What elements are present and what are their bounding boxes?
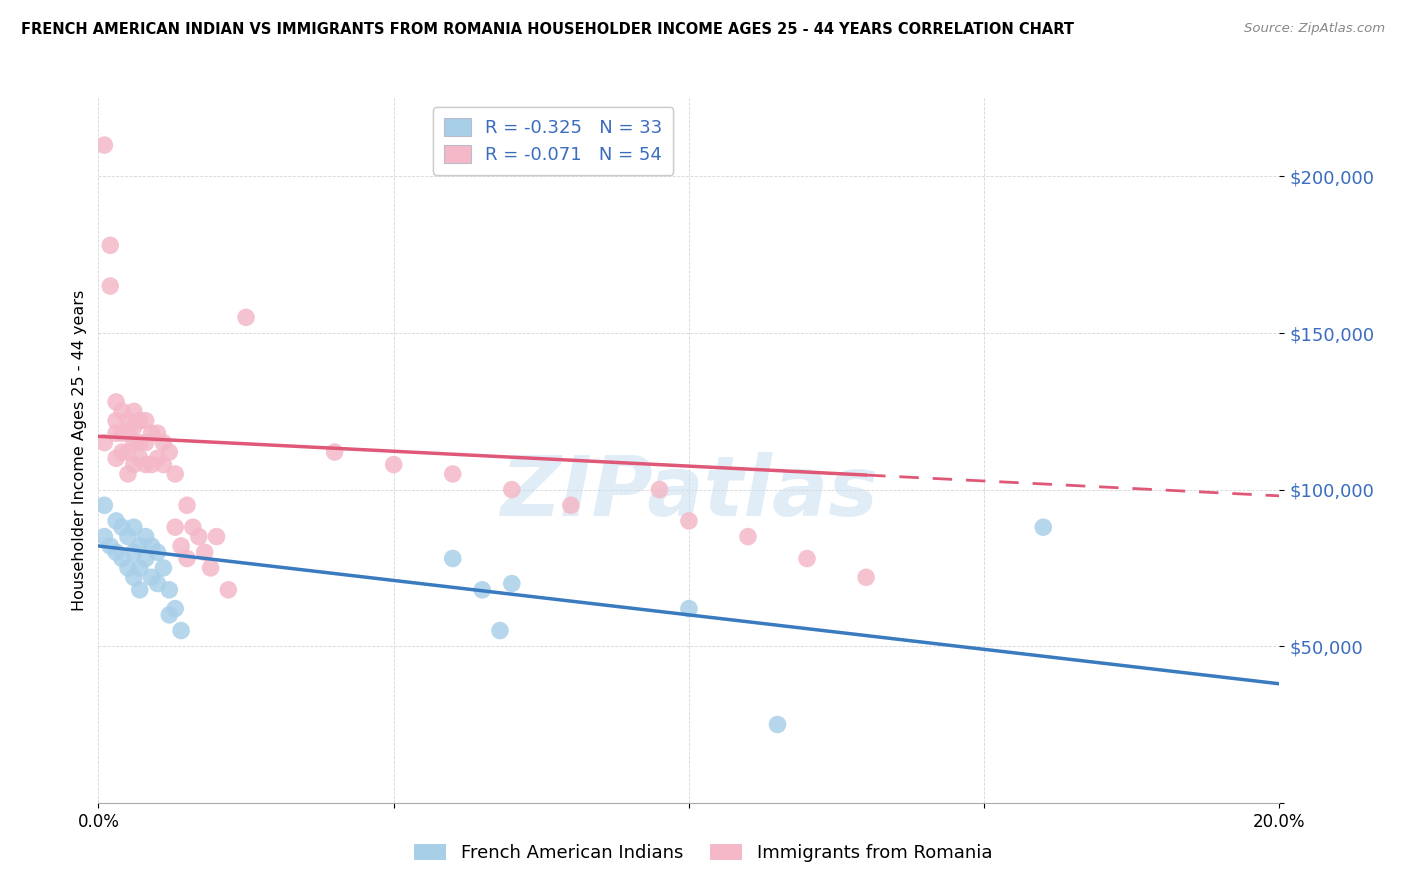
- Point: [122, 404, 145, 418]
- Point: [135, 435, 157, 450]
- Point: [98, 238, 121, 252]
- Point: [152, 435, 174, 450]
- Point: [135, 414, 157, 428]
- Point: [170, 624, 193, 638]
- Point: [93, 435, 115, 450]
- Point: [111, 445, 134, 459]
- Point: [128, 561, 150, 575]
- Point: [117, 426, 139, 441]
- Point: [141, 458, 163, 472]
- Point: [117, 467, 139, 481]
- Point: [128, 451, 150, 466]
- Point: [489, 624, 512, 638]
- Point: [117, 414, 139, 428]
- Point: [122, 420, 145, 434]
- Point: [117, 445, 139, 459]
- Point: [382, 458, 405, 472]
- Point: [235, 310, 257, 325]
- Point: [135, 551, 157, 566]
- Point: [441, 551, 464, 566]
- Point: [176, 551, 198, 566]
- Point: [501, 576, 523, 591]
- Text: ZIPatlas: ZIPatlas: [501, 452, 877, 533]
- Point: [105, 514, 128, 528]
- Y-axis label: Householder Income Ages 25 - 44 years: Householder Income Ages 25 - 44 years: [72, 290, 87, 611]
- Point: [766, 717, 789, 731]
- Point: [117, 530, 139, 544]
- Point: [181, 520, 204, 534]
- Point: [105, 395, 128, 409]
- Point: [98, 279, 121, 293]
- Point: [146, 451, 169, 466]
- Point: [152, 561, 174, 575]
- Point: [796, 551, 818, 566]
- Point: [98, 539, 121, 553]
- Point: [111, 426, 134, 441]
- Point: [141, 426, 163, 441]
- Point: [157, 445, 180, 459]
- Point: [560, 498, 582, 512]
- Point: [165, 520, 187, 534]
- Point: [122, 545, 145, 559]
- Point: [117, 561, 139, 575]
- Point: [200, 561, 222, 575]
- Point: [146, 545, 169, 559]
- Point: [648, 483, 671, 497]
- Point: [187, 530, 209, 544]
- Point: [93, 530, 115, 544]
- Point: [146, 576, 169, 591]
- Point: [122, 570, 145, 584]
- Point: [141, 570, 163, 584]
- Point: [678, 601, 700, 615]
- Point: [146, 426, 169, 441]
- Point: [157, 607, 180, 622]
- Point: [135, 530, 157, 544]
- Legend: French American Indians, Immigrants from Romania: French American Indians, Immigrants from…: [406, 837, 1000, 870]
- Point: [111, 520, 134, 534]
- Point: [855, 570, 877, 584]
- Point: [128, 582, 150, 597]
- Point: [217, 582, 239, 597]
- Text: Source: ZipAtlas.com: Source: ZipAtlas.com: [1244, 22, 1385, 36]
- Text: FRENCH AMERICAN INDIAN VS IMMIGRANTS FROM ROMANIA HOUSEHOLDER INCOME AGES 25 - 4: FRENCH AMERICAN INDIAN VS IMMIGRANTS FRO…: [21, 22, 1074, 37]
- Point: [157, 582, 180, 597]
- Point: [111, 551, 134, 566]
- Point: [122, 458, 145, 472]
- Point: [737, 530, 759, 544]
- Point: [141, 539, 163, 553]
- Point: [194, 545, 217, 559]
- Point: [471, 582, 494, 597]
- Point: [501, 483, 523, 497]
- Point: [128, 435, 150, 450]
- Point: [170, 539, 193, 553]
- Point: [122, 435, 145, 450]
- Legend: R = -0.325   N = 33, R = -0.071   N = 54: R = -0.325 N = 33, R = -0.071 N = 54: [433, 107, 673, 175]
- Point: [128, 539, 150, 553]
- Point: [93, 498, 115, 512]
- Point: [135, 458, 157, 472]
- Point: [93, 138, 115, 153]
- Point: [1032, 520, 1054, 534]
- Point: [105, 426, 128, 441]
- Point: [165, 601, 187, 615]
- Point: [128, 414, 150, 428]
- Point: [111, 404, 134, 418]
- Point: [165, 467, 187, 481]
- Point: [678, 514, 700, 528]
- Point: [105, 414, 128, 428]
- Point: [176, 498, 198, 512]
- Point: [122, 520, 145, 534]
- Point: [105, 451, 128, 466]
- Point: [441, 467, 464, 481]
- Point: [323, 445, 346, 459]
- Point: [152, 458, 174, 472]
- Point: [105, 545, 128, 559]
- Point: [205, 530, 228, 544]
